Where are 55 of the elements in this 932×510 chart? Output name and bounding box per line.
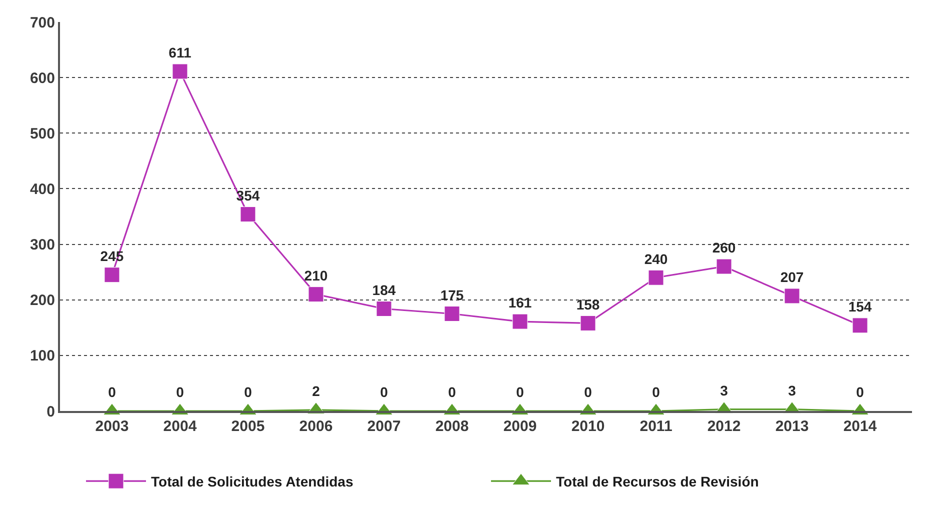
x-tick-label: 2014 (843, 418, 878, 435)
point (852, 318, 868, 334)
data-label: 240 (644, 250, 668, 267)
y-tick-label: 500 (30, 125, 55, 142)
x-tick-label: 2009 (503, 418, 537, 435)
y-tick-label: 600 (30, 70, 55, 87)
point (580, 315, 596, 331)
x-tick-label: 2010 (571, 418, 605, 435)
x-tick-label: 2008 (435, 418, 469, 435)
y-tick-label: 300 (30, 236, 55, 254)
data-label: 210 (304, 267, 328, 284)
data-label: 0 (856, 384, 864, 400)
data-label: 184 (372, 282, 396, 298)
data-label: 0 (176, 384, 184, 400)
x-tick-label: 2007 (367, 418, 401, 435)
x-tick-label: 2013 (775, 418, 809, 435)
legend-label: Total de Recursos de Revisión (556, 474, 759, 490)
x-tick-label: 2003 (95, 418, 129, 435)
point (648, 270, 664, 286)
x-tick-label: 2004 (163, 418, 198, 435)
x-tick-label: 2012 (707, 418, 741, 435)
point (716, 258, 732, 274)
data-label: 0 (652, 384, 660, 400)
point (376, 301, 392, 316)
data-label: 0 (584, 384, 592, 400)
data-label: 0 (448, 384, 456, 400)
data-label: 158 (576, 296, 600, 312)
point (512, 314, 528, 330)
y-tick-label: 700 (30, 14, 55, 32)
y-tick-label: 400 (30, 180, 55, 198)
legend-label: Total de Solicitudes Atendidas (151, 474, 354, 490)
data-label: 3 (788, 382, 796, 398)
x-tick-label: 2005 (231, 418, 265, 435)
point (104, 267, 120, 283)
y-tick-label: 200 (30, 292, 55, 310)
data-label: 260 (712, 240, 736, 256)
data-label: 207 (780, 269, 804, 286)
data-label: 175 (440, 286, 464, 303)
data-label: 3 (720, 382, 728, 398)
y-tick-label: 100 (30, 348, 55, 365)
data-label: 0 (380, 384, 388, 400)
point (240, 206, 256, 222)
y-tick-label: 0 (46, 403, 55, 420)
point (444, 306, 460, 322)
data-label: 154 (848, 298, 872, 315)
data-label: 0 (244, 384, 252, 400)
data-label: 0 (108, 384, 116, 400)
data-label: 161 (508, 294, 532, 311)
x-tick-label: 2011 (640, 418, 672, 435)
point (308, 286, 324, 302)
data-label: 2 (312, 383, 320, 400)
data-label: 0 (516, 384, 524, 400)
data-label: 611 (168, 44, 192, 61)
point (784, 288, 800, 304)
x-tick-label: 2006 (299, 418, 333, 435)
